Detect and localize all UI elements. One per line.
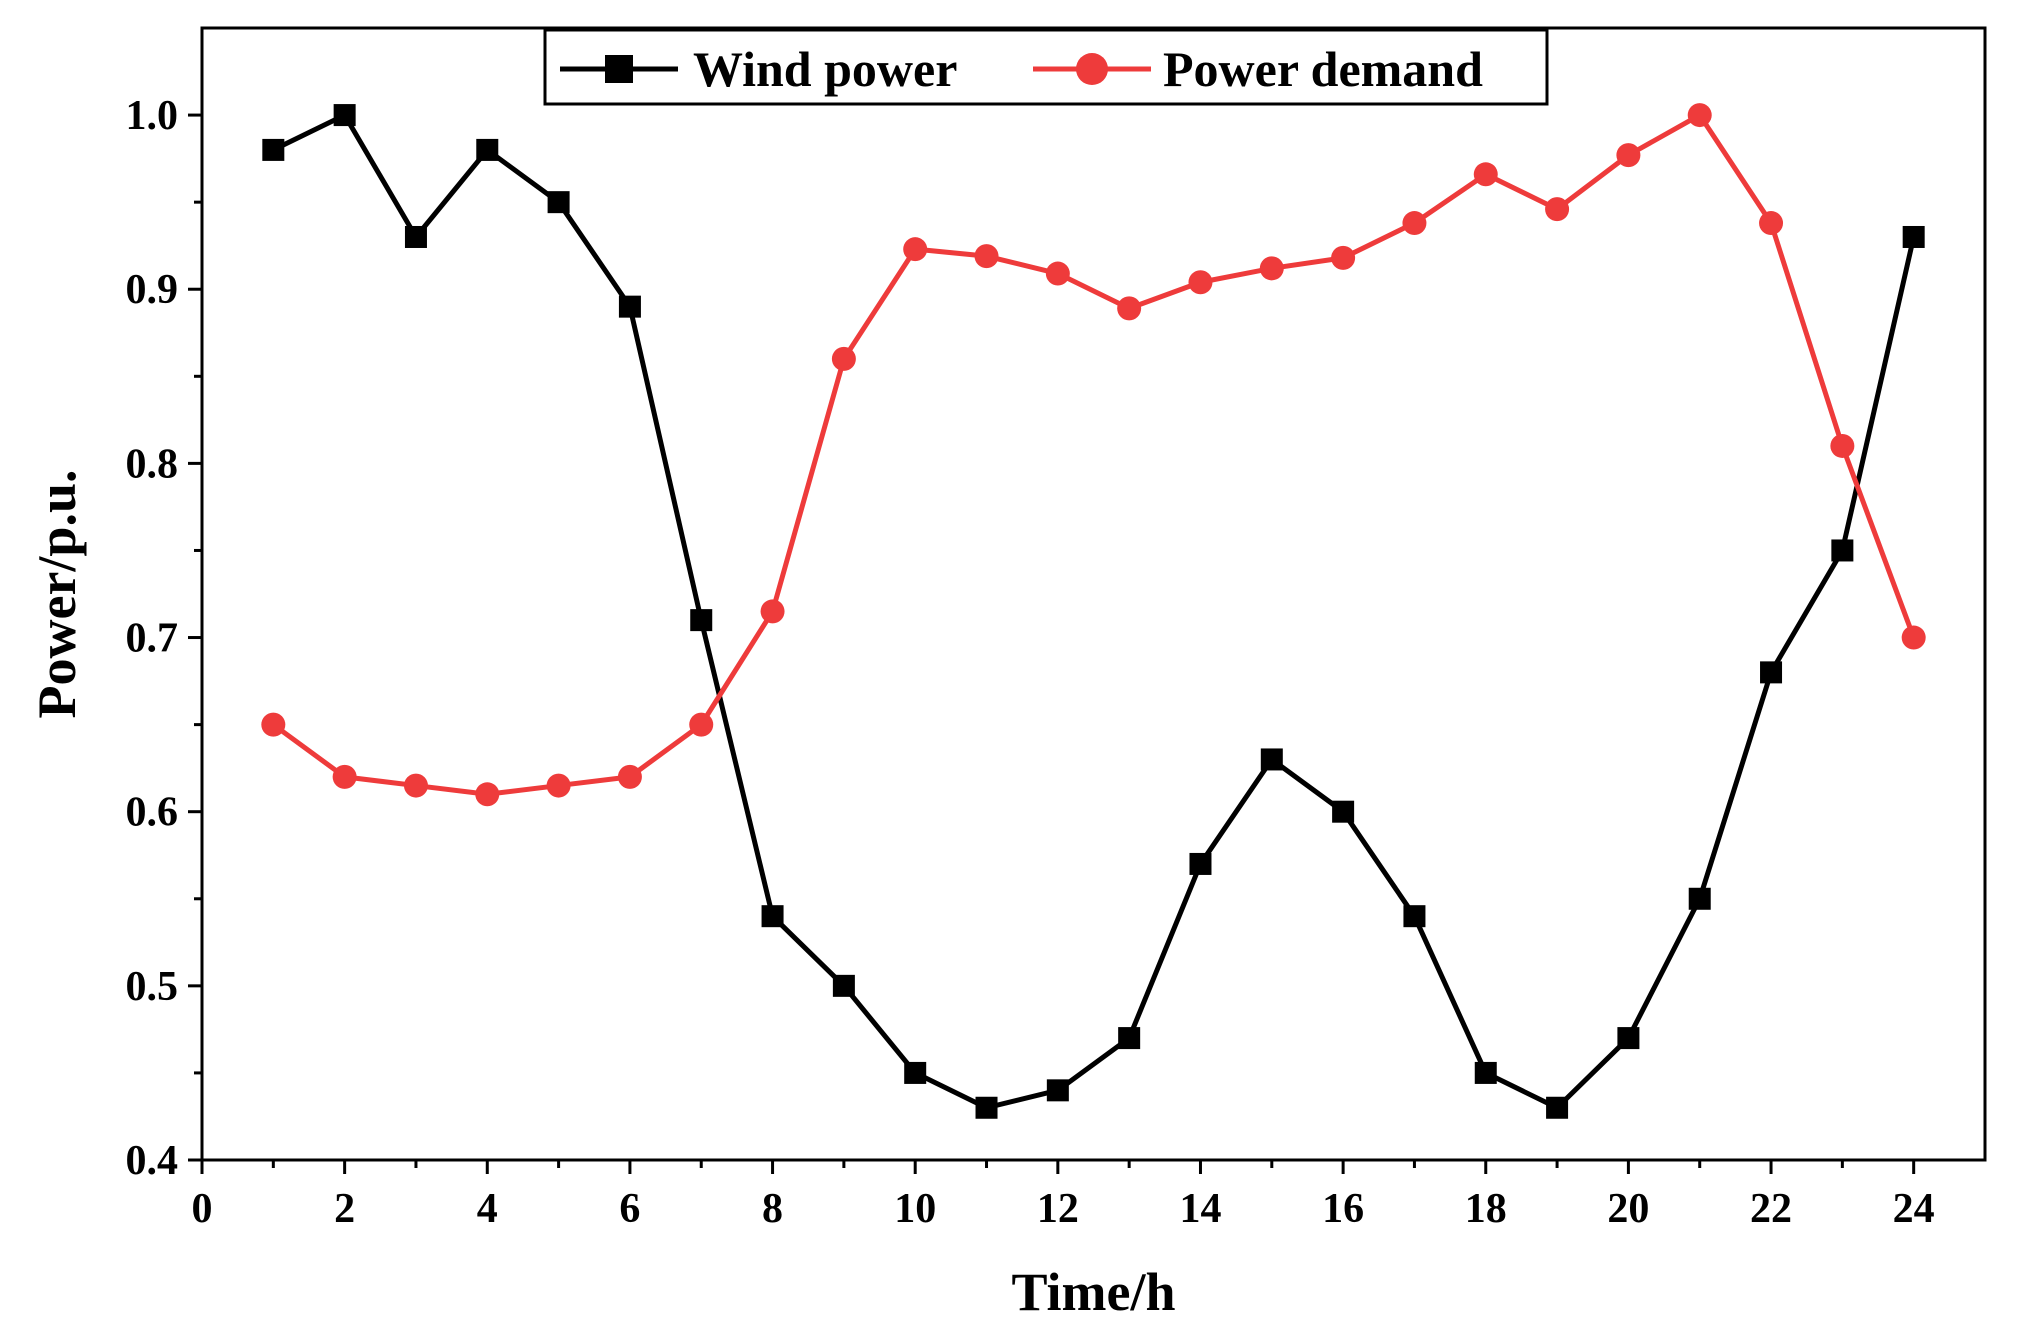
x-tick-label: 0: [192, 1186, 213, 1232]
power-demand-point: [760, 599, 785, 624]
wind-power-point: [1617, 1027, 1640, 1050]
wind-power-point: [1902, 225, 1925, 248]
legend-wind-power-marker: [605, 55, 633, 83]
y-tick-label: 0.4: [126, 1138, 179, 1184]
power-demand-point: [1402, 211, 1427, 236]
x-tick-label: 16: [1322, 1186, 1364, 1232]
power-demand-point: [617, 764, 642, 789]
power-demand-point: [689, 712, 714, 737]
power-demand-point: [1545, 197, 1570, 222]
wind-power-point: [1260, 748, 1283, 771]
power-demand-point: [1188, 270, 1213, 295]
wind-power-point: [1403, 905, 1426, 928]
y-tick-label: 0.5: [126, 964, 179, 1010]
power-demand-point: [1687, 103, 1712, 128]
y-axis-title: Power/p.u.: [27, 470, 87, 719]
x-tick-label: 2: [334, 1186, 355, 1232]
power-demand-point: [261, 712, 286, 737]
power-demand-point: [974, 244, 999, 269]
power-demand-point: [1331, 245, 1356, 270]
wind-power-point: [618, 295, 641, 318]
wind-power-series: [262, 104, 1925, 1119]
power-demand-point: [1616, 143, 1641, 168]
x-tick-label: 4: [477, 1186, 498, 1232]
plot-frame-group: [200, 26, 1987, 1162]
x-tick-label: 22: [1750, 1186, 1792, 1232]
wind-power-point: [547, 191, 570, 214]
power-demand-point: [1759, 211, 1784, 236]
wind-power-point: [404, 225, 427, 248]
power-demand-series: [261, 103, 1926, 807]
legend-power-demand-label: Power demand: [1163, 41, 1483, 97]
plot-frame: [200, 26, 1987, 1162]
legend-wind-power-label: Wind power: [693, 41, 957, 97]
wind-power-point: [1546, 1096, 1569, 1119]
wind-power-point: [1760, 661, 1783, 684]
series-layer: [261, 103, 1926, 1119]
x-axis-ticks: 0 2 4 6 8 10 12 14 16 18 20 22 24: [192, 1160, 1935, 1232]
x-tick-label: 8: [762, 1186, 783, 1232]
x-tick-label: 12: [1037, 1186, 1079, 1232]
power-demand-point: [1259, 256, 1284, 281]
wind-power-point: [1189, 852, 1212, 875]
power-demand-point: [1901, 625, 1926, 650]
wind-power-point: [1688, 887, 1711, 910]
x-tick-label: 14: [1179, 1186, 1221, 1232]
wind-power-point: [975, 1096, 998, 1119]
y-axis-ticks: 0.4 0.5 0.6 0.7 0.8 0.9 1.0: [126, 93, 202, 1184]
wind-power-point: [1118, 1027, 1141, 1050]
x-tick-label: 24: [1893, 1186, 1935, 1232]
x-tick-label: 20: [1607, 1186, 1649, 1232]
x-tick-label: 6: [619, 1186, 640, 1232]
power-demand-point: [1117, 296, 1142, 321]
wind-power-point: [476, 138, 499, 161]
wind-power-point: [690, 609, 713, 632]
x-axis-title: Time/h: [1011, 1262, 1175, 1322]
power-demand-point: [831, 346, 856, 371]
power-demand-point: [1045, 261, 1070, 286]
wind-power-point: [1046, 1079, 1069, 1102]
wind-power-point: [1831, 539, 1854, 562]
wind-power-point: [1332, 800, 1355, 823]
power-demand-point: [403, 773, 428, 798]
wind-power-point: [904, 1061, 927, 1084]
power-demand-point: [1473, 162, 1498, 187]
y-tick-label: 0.6: [126, 790, 179, 836]
wind-power-point: [832, 974, 855, 997]
y-tick-label: 0.9: [126, 267, 179, 313]
x-tick-label: 10: [894, 1186, 936, 1232]
power-demand-point: [332, 764, 357, 789]
power-demand-point: [903, 237, 928, 262]
legend-power-demand-marker: [1076, 53, 1108, 85]
wind-power-point: [333, 104, 356, 127]
power-demand-line: [271, 112, 1917, 797]
wind-power-point: [262, 138, 285, 161]
power-demand-point: [475, 782, 500, 807]
power-demand-point: [546, 773, 571, 798]
wind-power-line: [272, 112, 1917, 1111]
y-tick-label: 1.0: [126, 93, 179, 139]
wind-power-point: [761, 905, 784, 928]
legend: Wind power Power demand: [543, 28, 1549, 106]
y-tick-label: 0.8: [126, 441, 179, 487]
wind-power-point: [1474, 1061, 1497, 1084]
x-tick-label: 18: [1465, 1186, 1507, 1232]
y-tick-label: 0.7: [126, 616, 179, 662]
power-demand-point: [1830, 433, 1855, 458]
